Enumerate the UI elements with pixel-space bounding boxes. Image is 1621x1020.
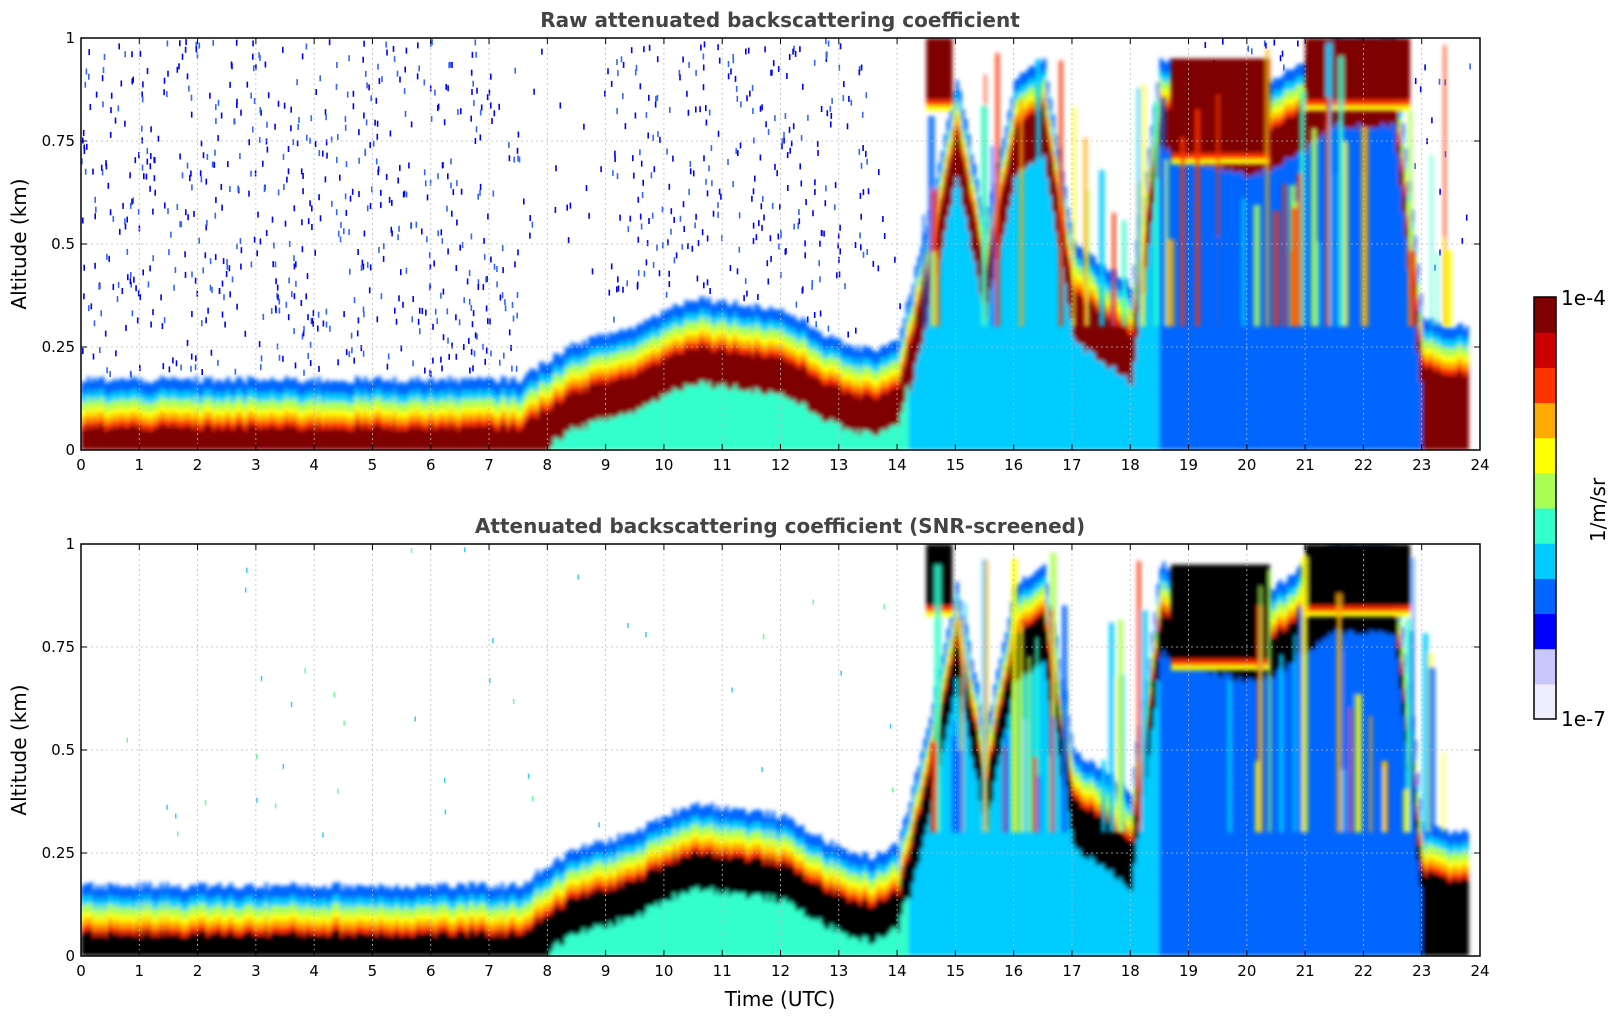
- panel-raw-title: Raw attenuated backscattering coefficien…: [540, 8, 1020, 32]
- x-tick-label: 0: [76, 962, 86, 980]
- y-tick-label: 0.5: [51, 741, 75, 759]
- x-tick-label: 19: [1179, 456, 1198, 474]
- x-tick-label: 20: [1237, 456, 1256, 474]
- x-tick-label: 7: [484, 962, 494, 980]
- x-tick-label: 0: [76, 456, 86, 474]
- x-tick-label: 2: [193, 456, 203, 474]
- x-tick-label: 23: [1412, 456, 1431, 474]
- x-tick-label: 11: [713, 456, 732, 474]
- panel-screened-heatmap: [81, 544, 1480, 956]
- x-tick-label: 15: [946, 962, 965, 980]
- x-tick-label: 20: [1237, 962, 1256, 980]
- x-tick-label: 6: [426, 962, 436, 980]
- y-tick-label: 0.75: [42, 132, 75, 150]
- panel-raw-x-ticks: 0 1 2 3 4 5 6 7 8 9 10 11 12 13 14 15 16 17 18 19 20 21 22 23 24: [76, 38, 1490, 474]
- x-tick-label: 5: [368, 962, 378, 980]
- x-tick-label: 22: [1354, 456, 1373, 474]
- panel-screened-grid: [81, 544, 1480, 956]
- colorbar-segment: [1534, 648, 1556, 685]
- colorbar-segment: [1534, 402, 1556, 439]
- x-tick-label: 14: [888, 962, 907, 980]
- colorbar-segment: [1534, 367, 1556, 403]
- colorbar: 1e-4 1e-7 1/m/sr: [1533, 286, 1610, 731]
- x-tick-label: 4: [309, 962, 319, 980]
- x-tick-label: 7: [484, 456, 494, 474]
- x-tick-label: 21: [1296, 962, 1315, 980]
- x-tick-label: 21: [1296, 456, 1315, 474]
- y-tick-label: 0.25: [42, 844, 75, 862]
- colorbar-segment: [1534, 578, 1556, 614]
- panel-screened-y-label: Altitude (km): [7, 684, 31, 815]
- x-tick-label: 22: [1354, 962, 1373, 980]
- x-tick-label: 10: [654, 962, 673, 980]
- colorbar-segment: [1534, 543, 1556, 579]
- panel-screened: Attenuated backscattering coefficient (S…: [7, 514, 1490, 1011]
- x-tick-label: 2: [193, 962, 203, 980]
- x-tick-label: 1: [135, 456, 145, 474]
- colorbar-segment: [1534, 437, 1556, 474]
- y-tick-label: 0: [65, 441, 75, 459]
- colorbar-segment: [1534, 472, 1556, 509]
- x-tick-label: 9: [601, 456, 611, 474]
- cloud-features: [922, 38, 1453, 327]
- x-tick-label: 19: [1179, 962, 1198, 980]
- panel-screened-x-label: Time (UTC): [724, 987, 836, 1011]
- x-tick-label: 12: [771, 962, 790, 980]
- y-tick-label: 0.5: [51, 235, 75, 253]
- x-tick-label: 14: [888, 456, 907, 474]
- x-tick-label: 3: [251, 962, 261, 980]
- noise-speckle: [126, 547, 894, 838]
- noise-speckle: [81, 38, 1471, 378]
- x-tick-label: 13: [829, 962, 848, 980]
- x-tick-label: 3: [251, 456, 261, 474]
- panel-raw-y-ticks: 0 0.25 0.5 0.75 1: [42, 29, 1480, 459]
- colorbar-segment: [1534, 683, 1556, 720]
- panel-raw: Raw attenuated backscattering coefficien…: [7, 8, 1490, 474]
- x-tick-label: 4: [309, 456, 319, 474]
- y-tick-label: 1: [65, 535, 75, 553]
- x-tick-label: 5: [368, 456, 378, 474]
- x-tick-label: 16: [1004, 962, 1023, 980]
- x-tick-label: 17: [1062, 962, 1081, 980]
- x-tick-label: 24: [1470, 456, 1489, 474]
- x-tick-label: 23: [1412, 962, 1431, 980]
- colorbar-units-label: 1/m/sr: [1586, 477, 1610, 542]
- colorbar-segment: [1534, 508, 1556, 544]
- x-tick-label: 6: [426, 456, 436, 474]
- x-tick-label: 18: [1121, 962, 1140, 980]
- x-tick-label: 24: [1470, 962, 1489, 980]
- colorbar-frame: [1533, 296, 1557, 720]
- x-tick-label: 10: [654, 456, 673, 474]
- x-tick-label: 1: [135, 962, 145, 980]
- panel-screened-y-ticks: 0 0.25 0.5 0.75 1: [42, 535, 1480, 965]
- x-tick-label: 18: [1121, 456, 1140, 474]
- panel-raw-y-label: Altitude (km): [7, 178, 31, 309]
- panel-raw-heatmap: [81, 38, 1480, 450]
- x-tick-label: 12: [771, 456, 790, 474]
- panel-raw-grid: [81, 38, 1480, 450]
- colorbar-max-label: 1e-4: [1561, 286, 1606, 310]
- x-tick-label: 15: [946, 456, 965, 474]
- colorbar-min-label: 1e-7: [1561, 707, 1606, 731]
- x-tick-label: 8: [543, 456, 553, 474]
- x-tick-label: 16: [1004, 456, 1023, 474]
- y-tick-label: 0.75: [42, 638, 75, 656]
- panel-screened-x-ticks: 0 1 2 3 4 5 6 7 8 9 10 11 12 13 14 15 16 17 18 19 20 21 22 23 24: [76, 544, 1490, 980]
- panel-screened-title: Attenuated backscattering coefficient (S…: [475, 514, 1085, 538]
- colorbar-segment: [1534, 297, 1556, 333]
- x-tick-label: 17: [1062, 456, 1081, 474]
- cloud-features: [926, 544, 1445, 833]
- x-tick-label: 9: [601, 962, 611, 980]
- colorbar-segment: [1534, 613, 1556, 650]
- colorbar-gradient: [1534, 297, 1556, 720]
- colorbar-segment: [1534, 332, 1556, 368]
- x-tick-label: 11: [713, 962, 732, 980]
- y-tick-label: 0: [65, 947, 75, 965]
- x-tick-label: 13: [829, 456, 848, 474]
- y-tick-label: 1: [65, 29, 75, 47]
- y-tick-label: 0.25: [42, 338, 75, 356]
- x-tick-label: 8: [543, 962, 553, 980]
